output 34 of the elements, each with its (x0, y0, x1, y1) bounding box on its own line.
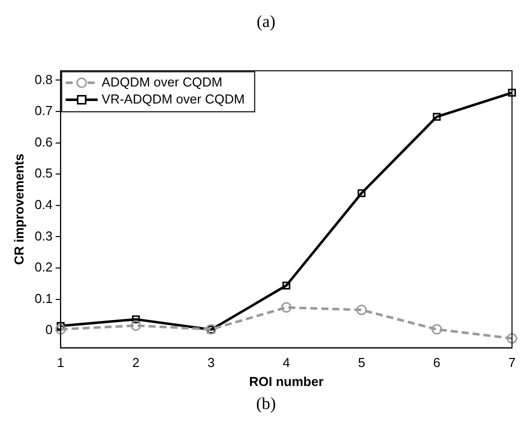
y-tick-label: 0 (45, 322, 53, 338)
y-tick-label: 0.7 (34, 103, 53, 118)
point (55, 324, 66, 335)
text: (a) (256, 11, 276, 33)
point (432, 324, 442, 335)
point (358, 189, 366, 198)
point (281, 302, 292, 313)
text: (b) (255, 393, 277, 415)
y-tick-label: 0.5 (34, 166, 53, 181)
x-tick-label: 6 (433, 355, 440, 370)
point (56, 322, 65, 330)
point (130, 320, 142, 331)
point (132, 315, 140, 324)
point (282, 282, 290, 290)
y-tick-label: 0.1 (34, 290, 53, 306)
point (508, 88, 516, 97)
point (356, 304, 367, 316)
x-tick-label: 2 (132, 355, 140, 370)
x-tick-label: 4 (282, 355, 290, 370)
legend-label: VR-ADQDM over CQDM (102, 91, 245, 106)
x-tick-label: 1 (57, 355, 64, 370)
x-tick-label: 5 (358, 355, 366, 370)
point (432, 112, 441, 121)
x-tick-label: 3 (207, 355, 215, 370)
y-tick-label: 0.8 (34, 72, 53, 87)
x-axis-title: ROI number (249, 374, 324, 389)
y-tick-label: 0.3 (34, 228, 53, 244)
y-tick-label: 0.2 (34, 260, 53, 275)
y-axis-title: CR improvements (11, 154, 26, 265)
y-tick-label: 0.4 (34, 196, 53, 212)
y-tick-label: 0.6 (34, 134, 53, 150)
point (506, 333, 518, 344)
legend-label: ADQDM over CQDM (102, 74, 222, 90)
x-tick-label: 7 (508, 355, 516, 370)
